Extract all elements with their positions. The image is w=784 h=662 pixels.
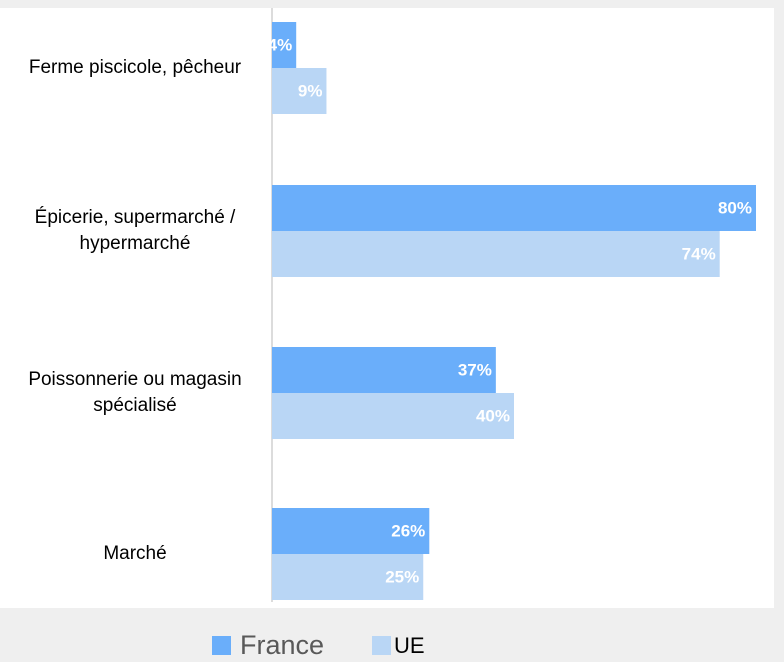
bar <box>272 508 430 554</box>
bar <box>272 554 424 600</box>
value-label: 26% <box>391 521 425 540</box>
legend-swatch <box>372 636 391 655</box>
bar <box>272 347 496 393</box>
value-label: 40% <box>476 406 510 425</box>
value-label: 9% <box>298 81 323 100</box>
bar <box>272 68 327 114</box>
value-label: 25% <box>385 567 419 586</box>
value-label: 74% <box>682 244 716 263</box>
category-label: Ferme piscicole, pêcheur <box>28 57 242 78</box>
bar <box>272 22 297 68</box>
value-label: 37% <box>458 360 492 379</box>
legend-label: UE <box>394 633 425 658</box>
bar <box>272 393 514 439</box>
bar <box>272 185 756 231</box>
value-label: 80% <box>718 198 752 217</box>
category-label: Marché <box>103 543 167 564</box>
value-label: 4% <box>268 35 293 54</box>
category-label: Poissonnerie ou magasin spécialisé <box>28 369 242 416</box>
category-label: Épicerie, supermarché / hypermarché <box>34 207 236 254</box>
legend-swatch <box>212 636 231 655</box>
bar <box>272 231 720 277</box>
legend-label: France <box>240 630 324 660</box>
